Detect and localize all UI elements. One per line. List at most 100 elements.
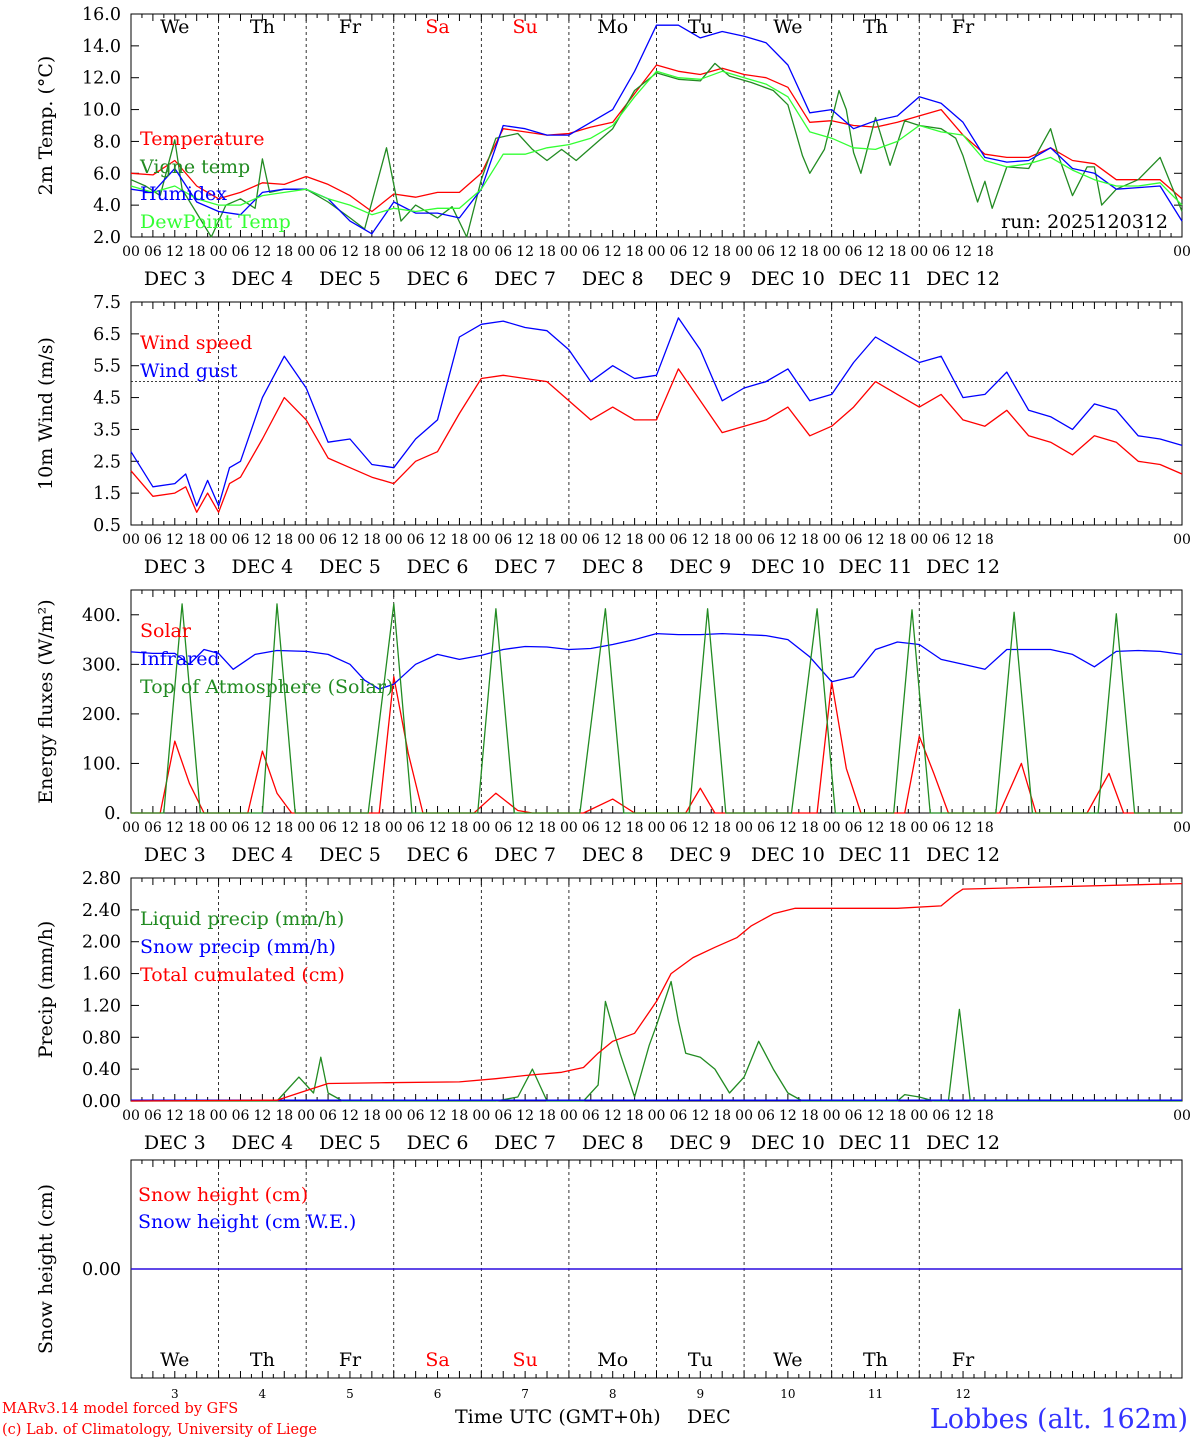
day-abbr: Fr bbox=[339, 16, 362, 38]
hour-tick-label: 00 bbox=[472, 244, 490, 260]
text-layer: 2.0 4.0 6.0 8.0 10.0 12.0 14.0 16.0 2m Temp. (°C… bbox=[35, 5, 1191, 1401]
hour-tick-label: 18 bbox=[275, 820, 293, 836]
hour-tick-label: 00 bbox=[210, 532, 228, 548]
series-line-dewpoint-temp bbox=[130, 70, 1183, 216]
hour-tick-label: 12 bbox=[604, 532, 622, 548]
day-abbr: We bbox=[160, 1349, 189, 1371]
hour-tick-label: 18 bbox=[976, 532, 994, 548]
hour-tick-label: 06 bbox=[144, 1108, 162, 1124]
date-label: DEC 11 bbox=[839, 268, 913, 290]
y-tick-label: 200. bbox=[82, 705, 121, 725]
date-label: DEC 3 bbox=[144, 1132, 206, 1154]
hour-tick-label: 12 bbox=[691, 820, 709, 836]
legend-entry: Snow height (cm W.E.) bbox=[138, 1211, 356, 1233]
day-number: 9 bbox=[696, 1387, 704, 1401]
hour-tick-label: 00 bbox=[735, 244, 753, 260]
y-tick-label: 16.0 bbox=[82, 5, 121, 25]
y-tick-label: 4.5 bbox=[93, 389, 121, 409]
legend-entry: Humidex bbox=[140, 183, 227, 205]
y-tick-label: 12.0 bbox=[82, 69, 121, 89]
hour-tick-label: 06 bbox=[932, 244, 950, 260]
x-axis-month: DEC bbox=[687, 1406, 731, 1428]
hour-tick-label: 06 bbox=[407, 1108, 425, 1124]
hour-tick-label: 18 bbox=[451, 1108, 469, 1124]
hour-tick-label: 06 bbox=[582, 820, 600, 836]
legend-entry: Liquid precip (mm/h) bbox=[140, 908, 344, 930]
hour-tick-label: 00 bbox=[472, 532, 490, 548]
hour-tick-label: 06 bbox=[669, 532, 687, 548]
hour-tick-label: 00 bbox=[823, 1108, 841, 1124]
hour-tick-label: 06 bbox=[144, 820, 162, 836]
hour-tick-label: 18 bbox=[801, 820, 819, 836]
hour-tick-label: 00 bbox=[735, 532, 753, 548]
station-label: Lobbes (alt. 162m) bbox=[930, 1404, 1188, 1435]
hour-tick-label: 18 bbox=[626, 244, 644, 260]
day-number: 11 bbox=[868, 1387, 883, 1401]
date-label: DEC 12 bbox=[926, 268, 1000, 290]
series-line-wind-speed bbox=[130, 368, 1183, 513]
y-tick-label: 2.40 bbox=[82, 901, 121, 921]
day-number: 12 bbox=[955, 1387, 970, 1401]
date-label: DEC 4 bbox=[231, 556, 293, 578]
run-label: run: 2025120312 bbox=[1001, 211, 1168, 233]
hour-tick-label: 06 bbox=[144, 244, 162, 260]
series-line-top-of-atmosphere-solar- bbox=[131, 603, 1182, 814]
hour-tick-label: 06 bbox=[669, 1108, 687, 1124]
day-abbr: Fr bbox=[952, 1349, 975, 1371]
date-label: DEC 6 bbox=[407, 1132, 469, 1154]
day-abbr: Fr bbox=[339, 1349, 362, 1371]
y-tick-label: 0.00 bbox=[82, 1092, 121, 1112]
date-label: DEC 5 bbox=[319, 556, 381, 578]
y-tick-label: 1.20 bbox=[82, 996, 121, 1016]
hour-tick-label: 18 bbox=[363, 244, 381, 260]
hour-tick-label: 00 bbox=[210, 244, 228, 260]
hour-tick-label: 18 bbox=[188, 532, 206, 548]
series-line-liquid-precip-mm-h- bbox=[131, 980, 1182, 1102]
y-tick-label: 0.00 bbox=[82, 1260, 121, 1280]
hour-tick-label: 12 bbox=[516, 820, 534, 836]
hour-tick-label: 18 bbox=[888, 244, 906, 260]
hour-tick-label: 00 bbox=[122, 244, 140, 260]
hour-tick-label: 12 bbox=[867, 244, 885, 260]
hour-tick-label: 06 bbox=[494, 532, 512, 548]
day-abbr: Sa bbox=[425, 16, 449, 38]
hour-tick-label: 18 bbox=[451, 244, 469, 260]
hour-tick-label: 06 bbox=[144, 532, 162, 548]
hour-tick-label: 00 bbox=[823, 820, 841, 836]
hour-tick-label: 12 bbox=[166, 244, 184, 260]
date-label: DEC 12 bbox=[926, 1132, 1000, 1154]
series-line-infrared bbox=[130, 632, 1183, 690]
legend-entry: Total cumulated (cm) bbox=[140, 964, 345, 986]
day-abbr: Tu bbox=[688, 16, 713, 38]
hour-tick-label: 06 bbox=[494, 1108, 512, 1124]
y-axis-label: 2m Temp. (°C) bbox=[35, 56, 57, 196]
hour-tick-label: 18 bbox=[713, 820, 731, 836]
day-abbr: We bbox=[773, 1349, 802, 1371]
hour-tick-label: 06 bbox=[407, 244, 425, 260]
hour-tick-label: 06 bbox=[319, 820, 337, 836]
hour-tick-label: 00 bbox=[823, 244, 841, 260]
hour-tick-label: 00 bbox=[297, 820, 315, 836]
hour-tick-label: 00 bbox=[735, 820, 753, 836]
hour-tick-label: 00 bbox=[385, 820, 403, 836]
date-label: DEC 6 bbox=[407, 844, 469, 866]
hour-tick-label: 12 bbox=[954, 244, 972, 260]
legend-entry: Temperature bbox=[140, 128, 264, 150]
hour-tick-label: 06 bbox=[757, 244, 775, 260]
hour-tick-label: 18 bbox=[713, 244, 731, 260]
y-tick-label: 7.5 bbox=[93, 293, 121, 313]
y-tick-label: 6.5 bbox=[93, 325, 121, 345]
hour-tick-label: 06 bbox=[757, 1108, 775, 1124]
date-label: DEC 7 bbox=[494, 268, 556, 290]
y-tick-label: 10.0 bbox=[82, 101, 121, 121]
y-tick-label: 14.0 bbox=[82, 37, 121, 57]
hour-tick-label: 06 bbox=[494, 244, 512, 260]
hour-tick-label: 12 bbox=[166, 1108, 184, 1124]
day-abbr: Tu bbox=[688, 1349, 713, 1371]
hour-tick-label: 00 bbox=[122, 820, 140, 836]
hour-tick-label: 18 bbox=[188, 1108, 206, 1124]
hour-tick-label: 06 bbox=[932, 532, 950, 548]
hour-tick-label: 12 bbox=[166, 532, 184, 548]
hour-tick-label: 06 bbox=[757, 820, 775, 836]
